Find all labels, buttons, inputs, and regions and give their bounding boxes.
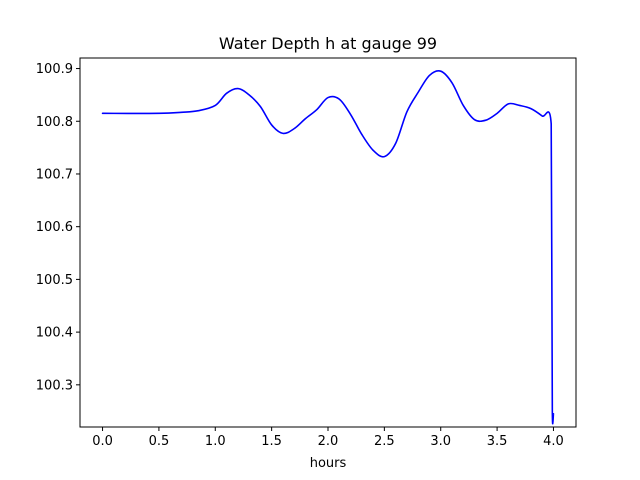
x-tick-label: 2.5 <box>374 434 395 449</box>
x-tick-label: 0.0 <box>92 434 113 449</box>
y-tick-label: 100.5 <box>36 273 73 288</box>
y-tick-label: 100.8 <box>36 115 73 130</box>
y-tick-label: 100.3 <box>36 378 73 393</box>
series-line <box>101 70 555 425</box>
y-tick-label: 100.4 <box>36 326 73 341</box>
x-tick-label: 3.0 <box>430 434 451 449</box>
x-tick-label: 0.5 <box>149 434 170 449</box>
y-axis: 100.3 100.4 100.5 100.6 100.7 100.8 100.9 <box>36 62 80 393</box>
y-tick-label: 100.9 <box>36 62 73 77</box>
y-tick-label: 100.7 <box>36 167 73 182</box>
x-tick-label: 3.5 <box>487 434 508 449</box>
y-tick-label: 100.6 <box>36 220 73 235</box>
chart-title: Water Depth h at gauge 99 <box>219 34 437 53</box>
x-tick-label: 4.0 <box>543 434 564 449</box>
series-layer <box>101 70 555 425</box>
x-axis-label: hours <box>310 456 347 471</box>
x-axis: 0.0 0.5 1.0 1.5 2.0 2.5 3.0 3.5 4.0 <box>92 427 564 449</box>
x-tick-label: 2.0 <box>318 434 339 449</box>
x-tick-label: 1.0 <box>205 434 226 449</box>
x-tick-label: 1.5 <box>261 434 282 449</box>
